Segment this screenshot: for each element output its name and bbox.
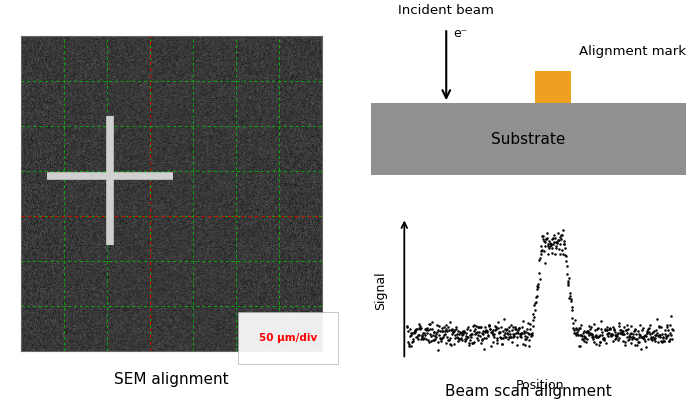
Text: Position: Position [516, 379, 564, 393]
Text: Alignment mark: Alignment mark [580, 45, 687, 58]
Text: SEM alignment: SEM alignment [114, 372, 229, 387]
Text: Beam scan alignment: Beam scan alignment [445, 384, 612, 399]
Text: e⁻: e⁻ [453, 27, 467, 40]
Bar [370, 103, 687, 175]
Text: 50 μm/div: 50 μm/div [259, 333, 318, 343]
Text: Substrate: Substrate [491, 131, 566, 147]
Text: Signal: Signal [374, 272, 387, 310]
Bar [535, 71, 571, 103]
Text: Incident beam: Incident beam [398, 4, 494, 17]
